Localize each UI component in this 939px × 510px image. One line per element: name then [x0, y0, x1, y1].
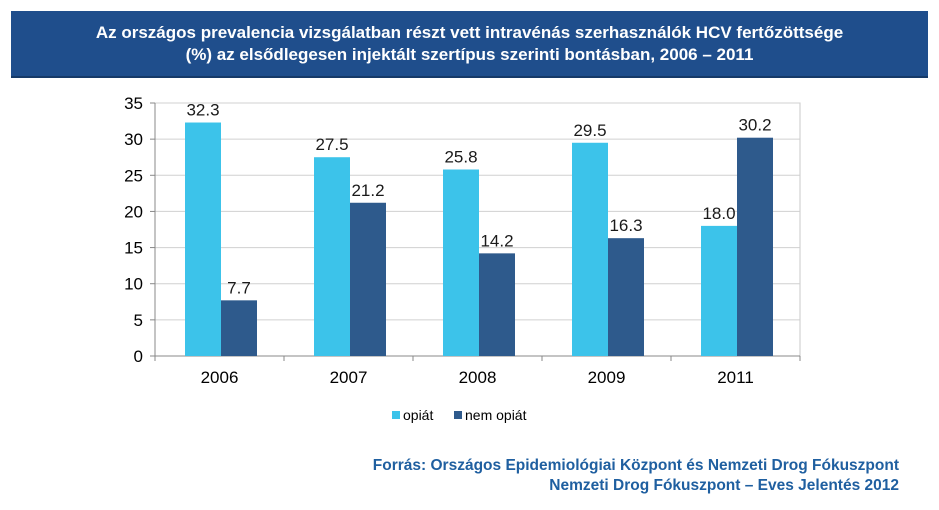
bar-opiat	[185, 122, 221, 356]
bar-opiat	[572, 142, 608, 356]
y-tick-label: 30	[124, 130, 143, 149]
legend-label-nem-opiat: nem opiát	[465, 407, 527, 423]
x-tick-label: 2009	[588, 368, 626, 387]
bar-opiat	[443, 169, 479, 356]
y-tick-label: 0	[134, 347, 143, 366]
x-tick-label: 2011	[717, 368, 754, 387]
y-tick-label: 25	[124, 166, 143, 185]
bar-nem-opiat	[221, 300, 257, 356]
data-label: 27.5	[315, 135, 348, 154]
source-note: Forrás: Országos Epidemiológiai Központ …	[373, 456, 899, 496]
chart-title-line-1: Az országos prevalencia vizsgálatban rés…	[95, 23, 844, 42]
data-label: 30.2	[738, 116, 771, 135]
bar-opiat	[314, 157, 350, 356]
source-line-1: Forrás: Országos Epidemiológiai Központ …	[372, 457, 899, 474]
bar-opiat	[701, 225, 737, 356]
chart-title-line-2: (%) az elsődlegesen injektált szertípus …	[185, 45, 754, 64]
data-label: 21.2	[351, 181, 384, 200]
data-label: 16.3	[609, 216, 642, 235]
x-tick-label: 2006	[201, 368, 239, 387]
data-label: 14.2	[480, 231, 513, 250]
legend-swatch-nem-opiat	[454, 411, 462, 419]
data-label: 7.7	[227, 278, 251, 297]
bar-nem-opiat	[350, 202, 386, 356]
legend-swatch-opiat	[392, 411, 400, 419]
chart-title-banner: Az országos prevalencia vizsgálatban rés…	[11, 11, 928, 78]
y-tick-label: 20	[124, 202, 143, 221]
y-tick-label: 15	[124, 239, 143, 258]
data-label: 29.5	[573, 121, 606, 140]
y-tick-label: 35	[124, 94, 143, 113]
y-tick-label: 10	[124, 275, 143, 294]
x-tick-label: 2007	[330, 368, 368, 387]
bar-nem-opiat	[479, 253, 515, 356]
source-line-2: Nemzeti Drog Fókuszpont – Eves Jelentés …	[549, 477, 899, 494]
x-tick-label: 2008	[459, 368, 497, 387]
legend-label-opiat: opiát	[403, 407, 433, 423]
data-label: 32.3	[186, 101, 219, 120]
bar-nem-opiat	[608, 238, 644, 356]
y-tick-label: 5	[134, 311, 143, 330]
bar-nem-opiat	[737, 137, 773, 356]
data-label: 25.8	[444, 148, 477, 167]
data-label: 18.0	[702, 204, 735, 223]
